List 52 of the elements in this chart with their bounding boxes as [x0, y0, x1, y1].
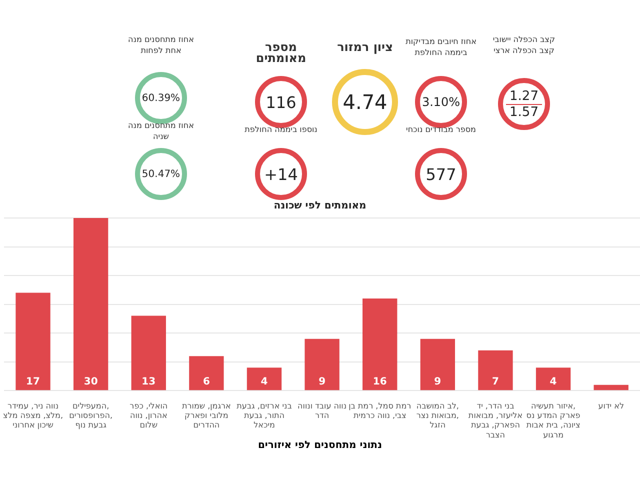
data-label: 16	[372, 376, 387, 388]
data-label: 7	[492, 376, 499, 388]
bar	[536, 368, 571, 390]
text: ציון רמזור	[336, 40, 394, 54]
data-label: 9	[318, 376, 326, 388]
text: אחוז מתחסנים מנה שניה	[127, 120, 195, 142]
data-label: 30	[84, 376, 98, 388]
text: נתוני מתחסנים לפי איזורים	[256, 440, 384, 451]
text: אחוז חיובים מבדיקות ביממה החולפת	[404, 36, 478, 58]
bar	[304, 338, 340, 390]
x-tick-label: בני הדר, יד אליעזר, מבואות הפארק, גבעת הצבר	[468, 401, 523, 440]
x-tick-label: לב המושבה, מבואות נצר, הזגל	[416, 401, 459, 430]
chart-title: מאומתים לפי שכונה	[274, 200, 366, 212]
text: +14	[264, 164, 298, 184]
x-tick-label: ארגמן, שמורת מלובי ופארק ההדרים	[182, 401, 231, 430]
bar	[189, 356, 224, 390]
x-tick-label: לא ידוע	[598, 401, 624, 410]
x-tick-label: הואלי, כפר אהרון, נווה שלום	[130, 401, 168, 430]
text: 577	[426, 164, 456, 184]
data-label: 6	[202, 376, 210, 388]
bar	[478, 350, 513, 390]
data-label: 17	[26, 376, 40, 388]
text: מספר מאומתים	[254, 40, 308, 65]
bar	[362, 298, 398, 390]
x-tick-label: נווה עובד ונווה הדר	[298, 401, 347, 420]
x-tick-label: המעפילים, הפרופסורים, גבעת נוף	[69, 401, 113, 430]
x-tick-label: בני ארזים, גבעת התור, גבעת מיכאל	[236, 401, 292, 430]
text: 116	[266, 92, 296, 112]
bar	[73, 218, 108, 390]
text: קצב הכפלה יישובי	[492, 35, 556, 44]
data-label: 13	[142, 376, 156, 388]
bar	[16, 292, 50, 390]
x-tick-label: נווה ניר, עמידר מלצ, מצפה מלצ, שיכון אחרוני	[3, 401, 64, 430]
text: 4.74	[342, 90, 388, 114]
text: 50.47%	[142, 168, 180, 180]
bar	[246, 368, 282, 390]
text: קצב הכפלה ארצי	[494, 46, 554, 55]
text: 1.57	[510, 104, 538, 120]
data-label: 9	[434, 376, 442, 388]
bar	[594, 384, 628, 390]
bar	[420, 338, 456, 390]
text: מספר מבודדים נוכחי	[405, 124, 477, 135]
text: נוספו ביממה החולפת	[244, 124, 318, 135]
text: 1.27	[510, 88, 538, 104]
text: 3.10%	[422, 95, 460, 109]
text: אחוז מתחסנים מנה אחת לפחות	[127, 34, 195, 56]
text: 60.39%	[142, 92, 180, 104]
bar	[131, 316, 166, 390]
data-label: 4	[260, 376, 268, 388]
x-tick-label: רמת סמל, רמת בן צבי, נווה כרמית	[348, 401, 412, 420]
x-tick-label: איזור תעשיה, פארק המדע נס ציונה, בית אבות מרגוע	[526, 401, 580, 440]
data-label: 4	[550, 376, 557, 388]
